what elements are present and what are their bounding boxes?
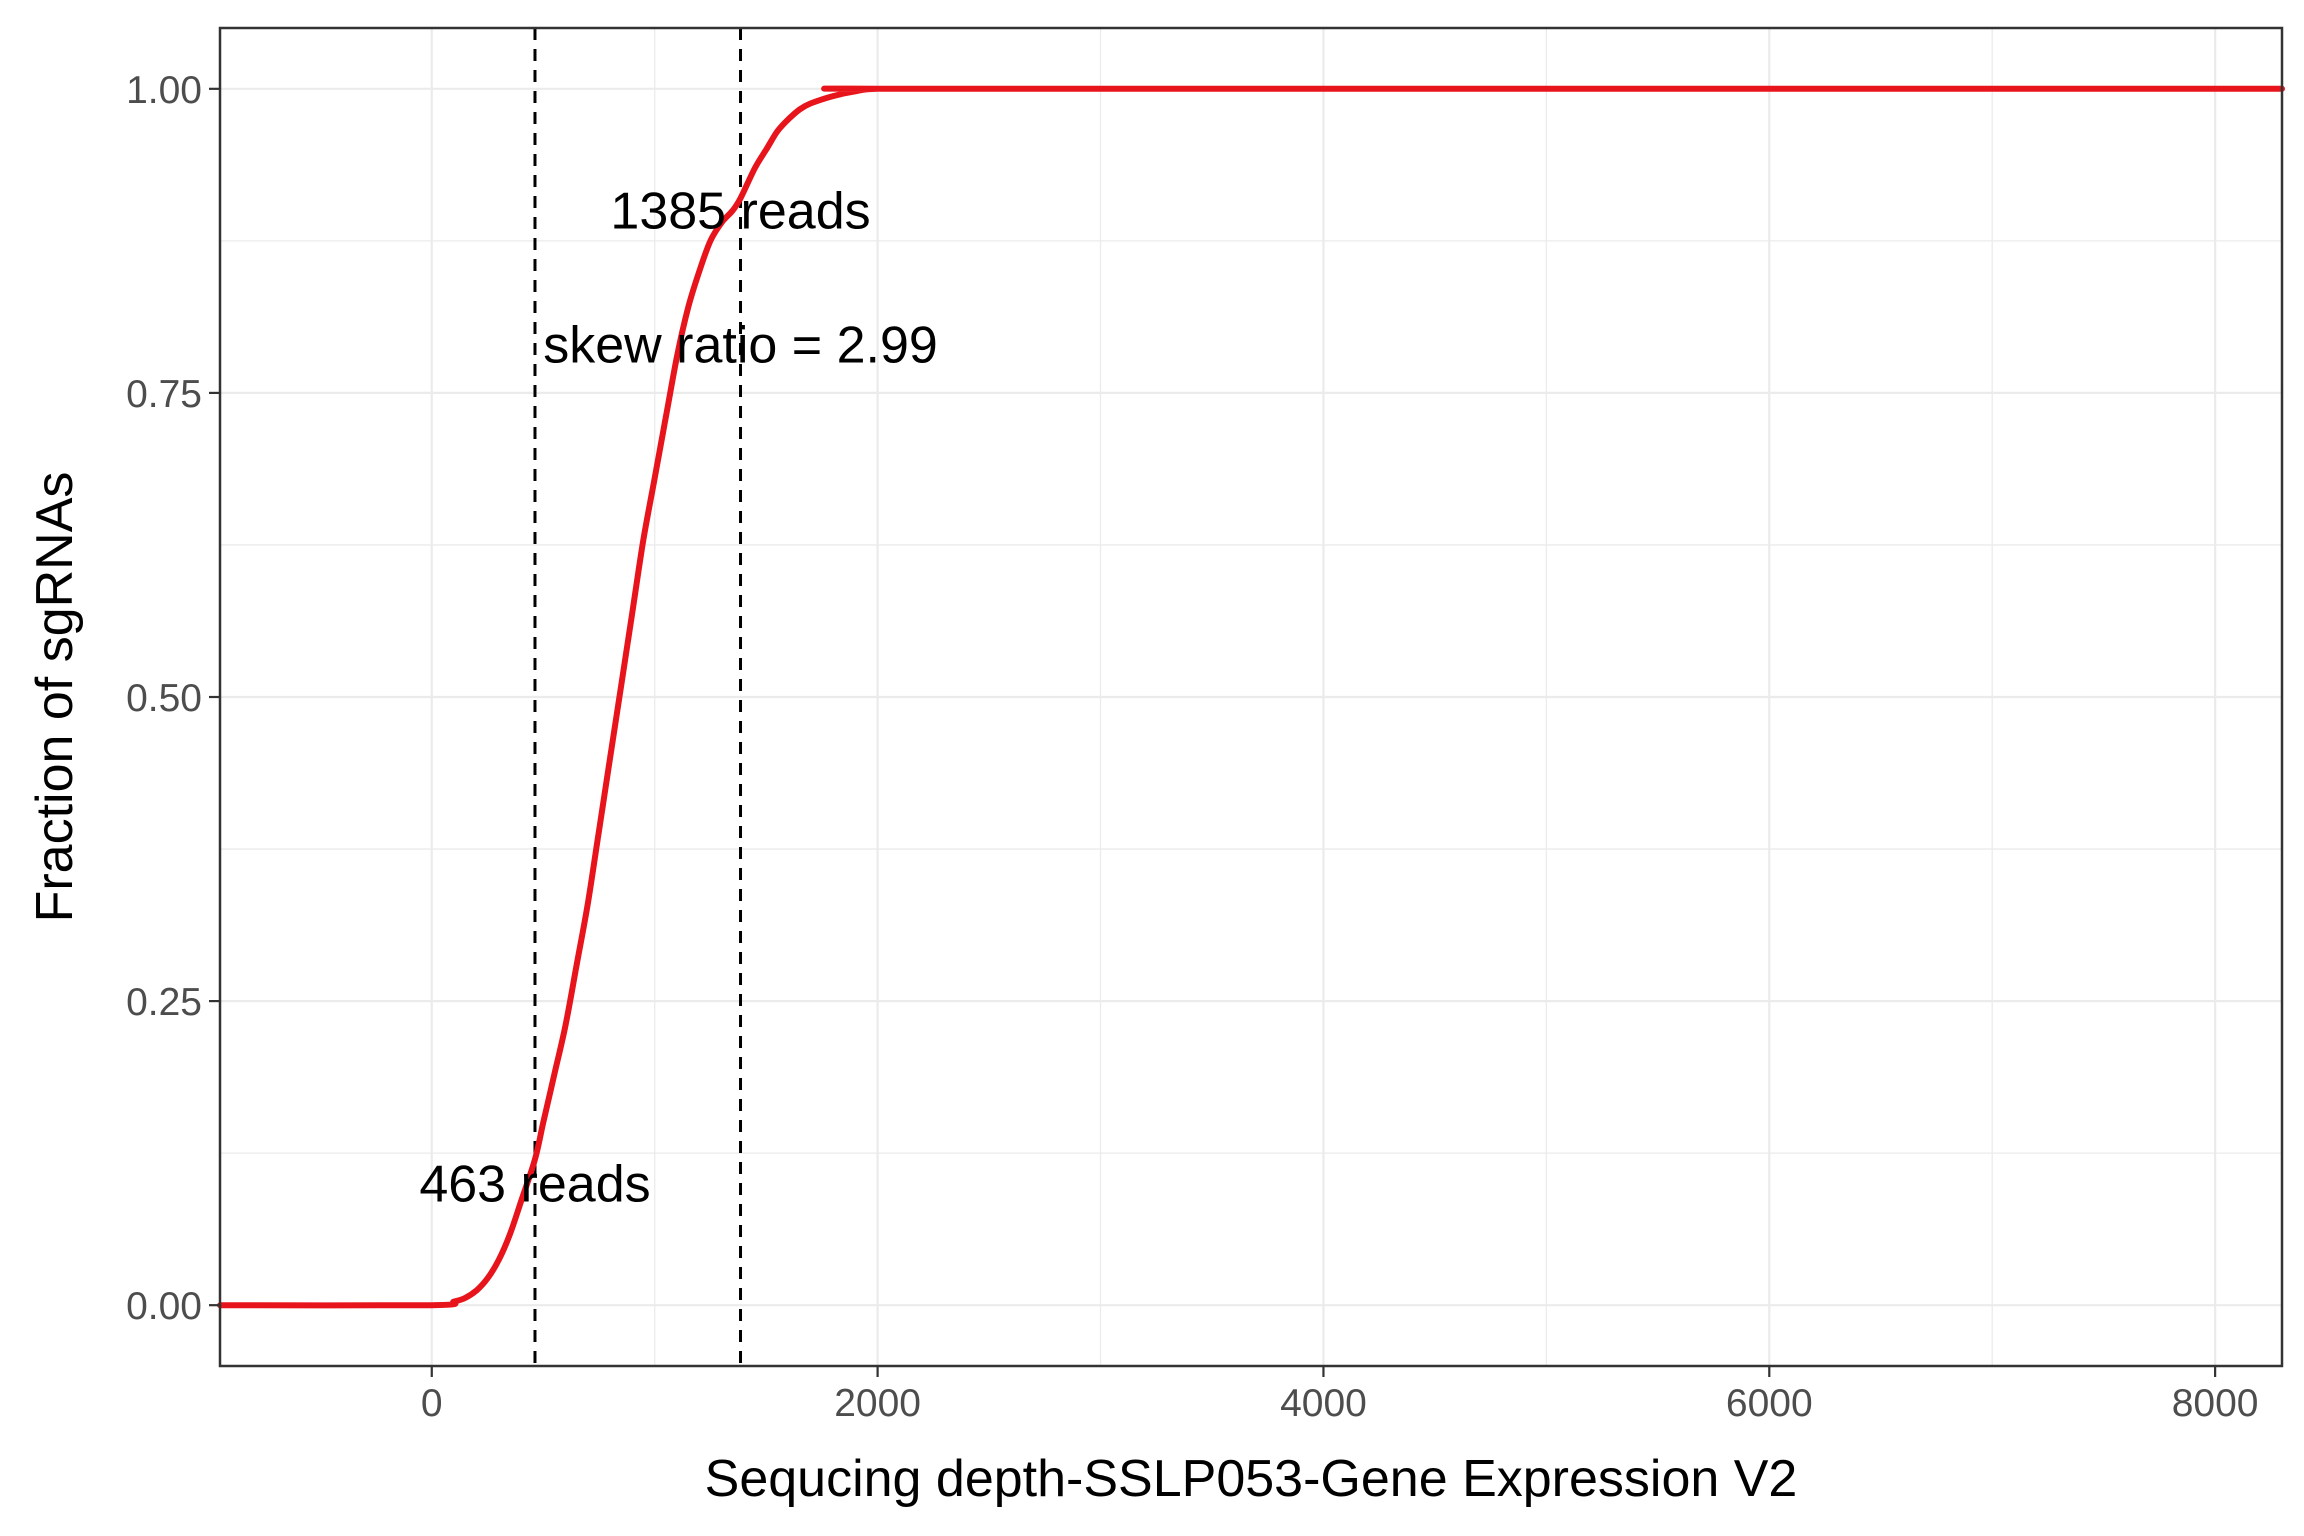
axis-ticks: [209, 87, 2217, 1377]
x-tick-label: 0: [421, 1382, 443, 1425]
x-tick-label: 4000: [1280, 1382, 1367, 1425]
y-tick-label: 1.00: [126, 69, 202, 112]
x-tick-label: 8000: [2172, 1382, 2259, 1425]
annotations-group: 1385 reads skew ratio = 2.99 463 reads: [419, 182, 937, 1213]
series-group: [217, 85, 2285, 1309]
reference-lines: [533, 28, 743, 1366]
major-gridlines: [220, 28, 2282, 1366]
annotation-lower-reads: 463 reads: [419, 1156, 650, 1214]
axis-tick-labels: 0 2000 4000 6000 8000 0.00 0.25 0.50 0.75 1.00: [126, 69, 2258, 1425]
cumulative-curve: [217, 85, 2285, 1309]
x-tick-label: 6000: [1726, 1382, 1813, 1425]
x-tick-label: 2000: [834, 1382, 921, 1425]
y-tick-label: 0.50: [126, 677, 202, 720]
y-axis-title: Fraction of sgRNAs: [26, 472, 84, 923]
y-tick-label: 0.00: [126, 1285, 202, 1328]
y-tick-label: 0.25: [126, 981, 202, 1024]
annotation-upper-reads: 1385 reads: [610, 182, 870, 240]
annotation-skew-ratio: skew ratio = 2.99: [543, 316, 938, 374]
y-tick-label: 0.75: [126, 373, 202, 416]
x-axis-title: Sequcing depth-SSLP053-Gene Expression V…: [705, 1450, 1798, 1508]
